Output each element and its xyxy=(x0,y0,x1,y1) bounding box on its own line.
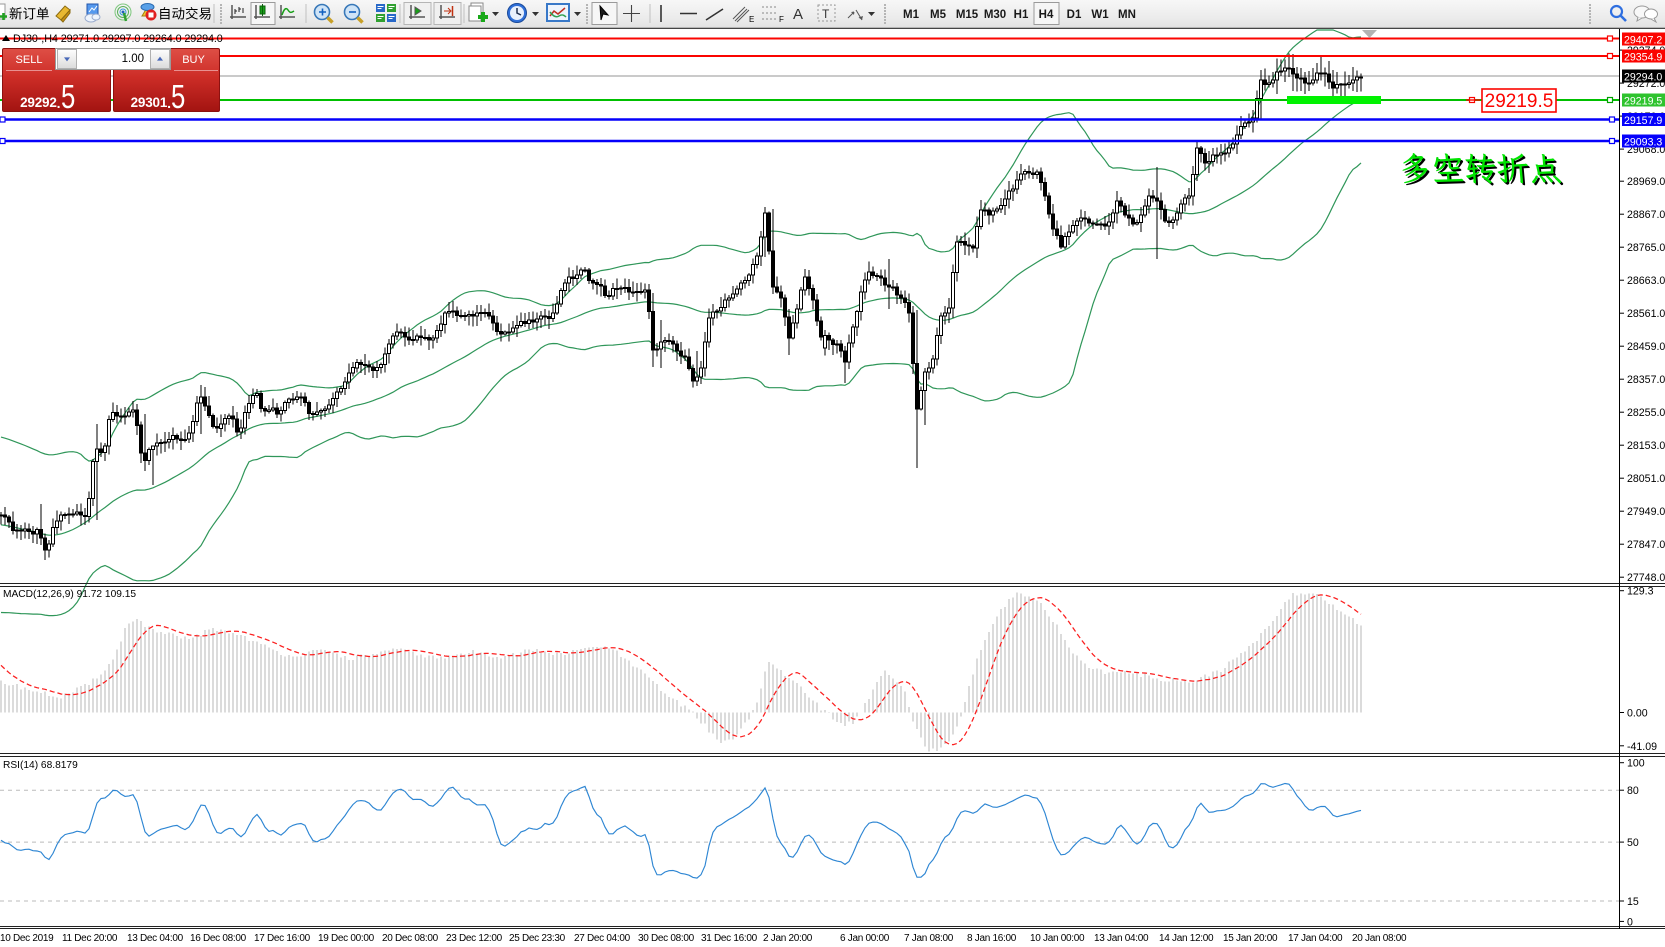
svg-text:80: 80 xyxy=(1627,785,1639,797)
svg-text:0: 0 xyxy=(1627,916,1633,928)
svg-text:29354.9: 29354.9 xyxy=(1624,52,1662,64)
svg-text:20 Dec 08:00: 20 Dec 08:00 xyxy=(382,933,439,944)
svg-text:28459.0: 28459.0 xyxy=(1627,341,1665,353)
svg-text:27949.0: 27949.0 xyxy=(1627,506,1665,518)
svg-text:M5: M5 xyxy=(930,9,947,21)
svg-text:28561.0: 28561.0 xyxy=(1627,308,1665,320)
svg-text:129.3: 129.3 xyxy=(1627,586,1654,598)
svg-text:MN: MN xyxy=(1118,9,1136,21)
svg-text:15: 15 xyxy=(1627,896,1639,908)
svg-text:28867.0: 28867.0 xyxy=(1627,209,1665,221)
svg-text:M1: M1 xyxy=(903,9,920,21)
svg-text:30 Dec 08:00: 30 Dec 08:00 xyxy=(638,933,695,944)
svg-text:RSI(14) 68.8179: RSI(14) 68.8179 xyxy=(3,760,78,771)
svg-text:10 Jan 00:00: 10 Jan 00:00 xyxy=(1030,933,1085,944)
svg-text:MACD(12,26,9) 91.72 109.15: MACD(12,26,9) 91.72 109.15 xyxy=(3,589,136,600)
svg-text:-41.09: -41.09 xyxy=(1627,741,1657,753)
svg-text:29157.9: 29157.9 xyxy=(1624,115,1662,127)
svg-text:11 Dec 20:00: 11 Dec 20:00 xyxy=(62,933,118,944)
svg-text:M15: M15 xyxy=(956,9,979,21)
svg-text:17 Jan 04:00: 17 Jan 04:00 xyxy=(1288,933,1343,944)
svg-text:17 Dec 16:00: 17 Dec 16:00 xyxy=(254,933,311,944)
svg-text:F: F xyxy=(779,15,784,24)
svg-text:29219.5: 29219.5 xyxy=(1485,91,1554,112)
svg-text:28663.0: 28663.0 xyxy=(1627,275,1665,287)
svg-text:13 Jan 04:00: 13 Jan 04:00 xyxy=(1094,933,1149,944)
svg-text:100: 100 xyxy=(1627,758,1645,770)
svg-text:27748.0: 27748.0 xyxy=(1627,572,1665,584)
svg-text:29407.2: 29407.2 xyxy=(1624,35,1662,47)
svg-text:28765.0: 28765.0 xyxy=(1627,242,1665,254)
svg-text:H4: H4 xyxy=(1039,9,1054,21)
svg-text:14 Jan 12:00: 14 Jan 12:00 xyxy=(1159,933,1214,944)
svg-text:31 Dec 16:00: 31 Dec 16:00 xyxy=(701,933,758,944)
svg-text:27847.0: 27847.0 xyxy=(1627,539,1665,551)
svg-text:23 Dec 12:00: 23 Dec 12:00 xyxy=(446,933,503,944)
svg-text:13 Dec 04:00: 13 Dec 04:00 xyxy=(127,933,184,944)
svg-text:T: T xyxy=(822,7,830,21)
svg-text:A: A xyxy=(793,6,803,23)
svg-text:2 Jan 20:00: 2 Jan 20:00 xyxy=(763,933,813,944)
svg-text:28969.0: 28969.0 xyxy=(1627,176,1665,188)
svg-text:28153.0: 28153.0 xyxy=(1627,440,1665,452)
svg-text:D1: D1 xyxy=(1067,9,1082,21)
svg-text:20 Jan 08:00: 20 Jan 08:00 xyxy=(1352,933,1407,944)
svg-text:7 Jan 08:00: 7 Jan 08:00 xyxy=(904,933,954,944)
svg-text:H1: H1 xyxy=(1014,9,1029,21)
svg-text:28357.0: 28357.0 xyxy=(1627,374,1665,386)
svg-text:M30: M30 xyxy=(984,9,1006,21)
svg-text:16 Dec 08:00: 16 Dec 08:00 xyxy=(190,933,247,944)
svg-text:E: E xyxy=(749,15,754,24)
svg-text:8 Jan 16:00: 8 Jan 16:00 xyxy=(967,933,1017,944)
svg-text:50: 50 xyxy=(1627,837,1639,849)
svg-text:29093.3: 29093.3 xyxy=(1624,137,1662,149)
svg-text:28255.0: 28255.0 xyxy=(1627,407,1665,419)
svg-text:6 Jan 00:00: 6 Jan 00:00 xyxy=(840,933,890,944)
svg-text:10 Dec 2019: 10 Dec 2019 xyxy=(0,933,54,944)
svg-text:27 Dec 04:00: 27 Dec 04:00 xyxy=(574,933,631,944)
svg-text:0.00: 0.00 xyxy=(1627,708,1648,720)
svg-text:19 Dec 00:00: 19 Dec 00:00 xyxy=(318,933,375,944)
svg-text:25 Dec 23:30: 25 Dec 23:30 xyxy=(509,933,566,944)
svg-text:15 Jan 20:00: 15 Jan 20:00 xyxy=(1223,933,1278,944)
svg-text:W1: W1 xyxy=(1091,9,1109,21)
svg-text:29219.5: 29219.5 xyxy=(1624,96,1662,108)
svg-text:DJ30-,H4 29271.0 29297.0 2926: DJ30-,H4 29271.0 29297.0 29264.0 29294.0 xyxy=(13,33,223,45)
svg-text:28051.0: 28051.0 xyxy=(1627,473,1665,485)
svg-text:29294.0: 29294.0 xyxy=(1624,72,1662,84)
